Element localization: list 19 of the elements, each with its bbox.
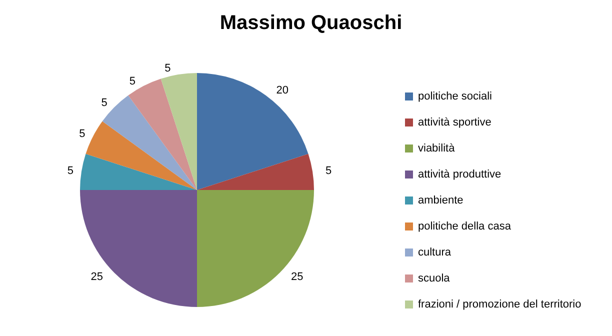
data-label: 25 (90, 270, 104, 283)
data-label: 5 (101, 97, 108, 110)
legend-label: politiche sociali (418, 90, 492, 102)
data-label: 5 (129, 76, 136, 88)
data-label: 5 (67, 164, 74, 177)
chart-title: Massimo Quaoschi (220, 12, 402, 34)
legend-label: attività produttive (418, 168, 502, 180)
legend-label: cultura (418, 246, 452, 258)
data-label: 5 (325, 164, 332, 177)
data-label: 25 (290, 270, 304, 283)
legend-label: attività sportive (418, 116, 492, 128)
legend-label: scuola (418, 272, 451, 284)
data-label: 20 (276, 84, 289, 96)
legend-label: viabilità (418, 142, 456, 154)
legend-label: ambiente (418, 194, 464, 206)
data-label: 5 (79, 128, 86, 140)
data-label: 5 (164, 62, 171, 75)
legend-label: politiche della casa (418, 220, 512, 232)
legend-label: frazioni / promozione del territorio (418, 298, 582, 310)
